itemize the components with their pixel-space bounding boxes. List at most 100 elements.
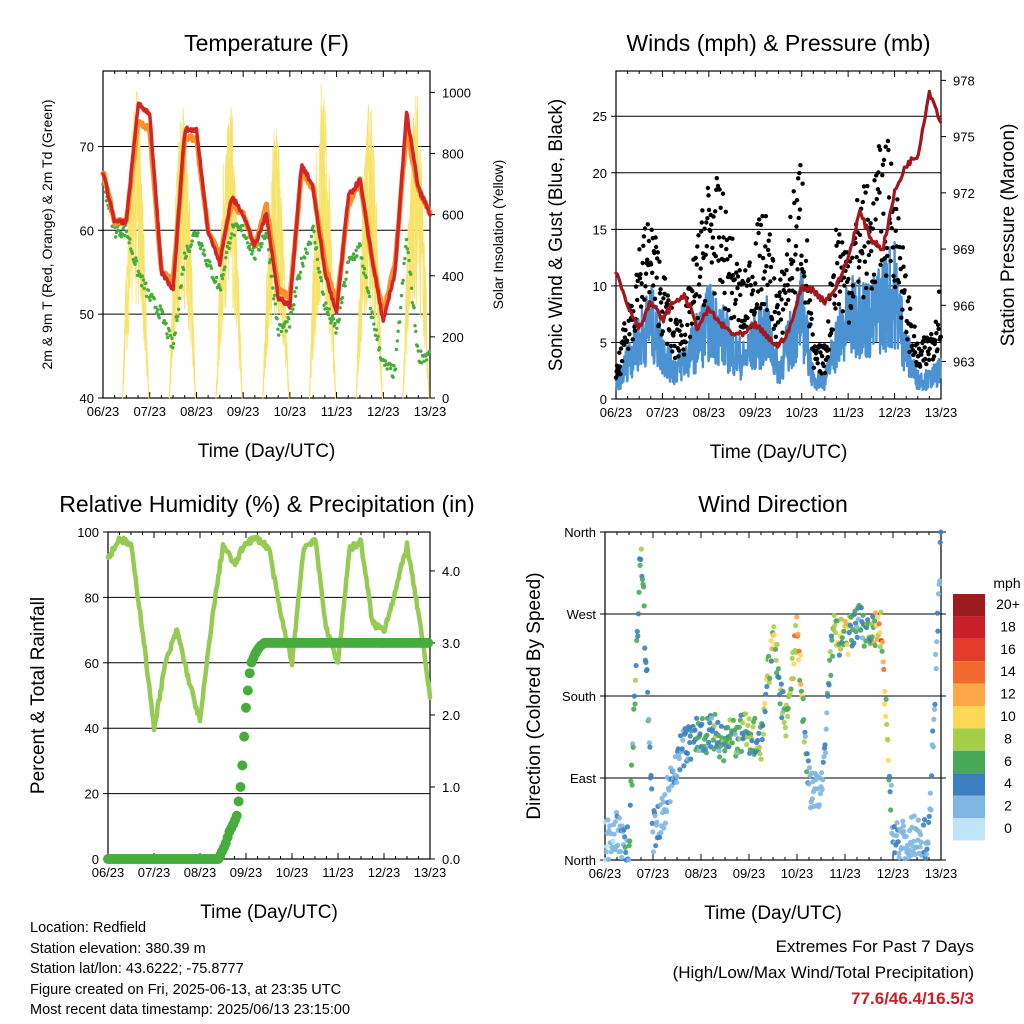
wind-direction-point	[650, 849, 657, 855]
wind-direction-point	[646, 716, 652, 723]
gust-point	[778, 277, 783, 282]
x-tick-label: 06/23	[92, 865, 125, 880]
gust-point	[720, 279, 725, 284]
wind-direction-point	[688, 756, 694, 762]
y2-axis-label: Solar Insolation (Yellow)	[490, 160, 506, 310]
wind-direction-point	[779, 715, 785, 721]
dewpoint-point	[245, 236, 249, 240]
dewpoint-point	[222, 268, 226, 272]
wind-direction-point	[670, 768, 676, 774]
dewpoint-point	[166, 335, 170, 340]
rh-precip-panel: 06/23 07/23 08/23 09/23 10/23 11/23 12/23 13/23…	[28, 491, 475, 923]
colorbar-label: 0	[1004, 820, 1012, 836]
wind-direction-point	[627, 802, 633, 808]
y-tick-label: South	[562, 689, 596, 704]
wind-direction-point	[635, 633, 641, 639]
wind-direction-point	[933, 666, 939, 672]
gust-point	[713, 209, 718, 214]
wind-direction-point	[782, 724, 788, 731]
gust-point	[676, 348, 682, 353]
x-tick-label: 11/23	[829, 866, 861, 881]
gust-point	[821, 363, 826, 369]
wind-direction-point	[774, 641, 780, 648]
wind-direction-point	[900, 818, 906, 825]
gust-point	[866, 252, 872, 258]
dewpoint-point	[128, 237, 132, 241]
gust-point	[701, 255, 706, 261]
gust-point	[780, 307, 786, 312]
gust-point	[643, 271, 649, 276]
gust-point	[668, 317, 673, 322]
dewpoint-point	[309, 234, 314, 239]
wind-direction-point	[659, 795, 665, 801]
y-tick-label: 60	[80, 223, 94, 238]
dewpoint-point	[175, 318, 179, 323]
gust-point	[714, 176, 719, 181]
gust-point	[780, 330, 785, 335]
wind-direction-point	[796, 648, 802, 654]
gust-point	[882, 256, 887, 261]
wind-direction-point	[859, 635, 866, 641]
colorbar-swatch	[953, 638, 985, 662]
wind-direction-point	[637, 562, 643, 568]
wind-direction-point	[772, 646, 779, 652]
dewpoint-point	[324, 301, 328, 305]
wind-direction-point	[877, 644, 883, 650]
dewpoint-point	[298, 270, 303, 274]
y-tick-label: 20	[85, 787, 99, 802]
wind-direction-point	[838, 646, 844, 652]
wind-direction-point	[610, 838, 616, 844]
gust-point	[768, 264, 774, 270]
gust-point	[762, 302, 767, 307]
colorbar-label: 6	[1004, 753, 1012, 769]
gust-point	[674, 317, 679, 322]
y-tick-label: North	[564, 525, 596, 540]
gust-point	[719, 243, 724, 248]
dewpoint-point	[422, 359, 426, 363]
wind-direction-point	[824, 710, 830, 716]
wind-direction-point	[712, 711, 718, 717]
dewpoint-point	[177, 296, 182, 300]
wind-direction-point	[632, 677, 639, 683]
wind-direction-point	[820, 759, 826, 765]
y-tick-label: East	[570, 771, 596, 786]
gust-point	[672, 355, 678, 361]
gust-point	[793, 243, 799, 249]
wind-direction-point	[641, 603, 647, 609]
wind-direction-point	[642, 645, 648, 651]
wind-direction-point	[760, 731, 767, 737]
x-tick-label: 13/23	[925, 866, 958, 881]
wind-direction-point	[681, 763, 687, 769]
x-tick-label: 11/23	[832, 405, 864, 420]
gust-point	[641, 234, 647, 239]
gust-point	[630, 337, 635, 342]
dewpoint-point	[288, 325, 292, 329]
extremes-panel: Extremes For Past 7 Days (High/Low/Max W…	[673, 934, 974, 1012]
x-axis-label: Time (Day/UTC)	[198, 441, 336, 462]
x-tick-label: 08/23	[685, 866, 718, 881]
gust-point	[786, 238, 791, 243]
gust-point	[926, 352, 931, 357]
gust-point	[773, 323, 778, 328]
gust-point	[835, 261, 840, 266]
dewpoint-point	[375, 337, 379, 342]
y2-tick-label: 966	[953, 298, 975, 313]
wind-direction-point	[653, 843, 659, 849]
gust-point	[734, 261, 740, 267]
dewpoint-point	[202, 248, 206, 252]
dewpoint-point	[140, 274, 145, 278]
gust-point	[723, 209, 728, 214]
solar-insolation-trace	[402, 136, 430, 399]
dewpoint-point	[180, 272, 184, 276]
dewpoint-point	[391, 375, 395, 379]
gust-point	[771, 326, 776, 331]
wind-direction-point	[696, 747, 702, 754]
wind-direction-point	[888, 782, 894, 788]
gust-point	[788, 214, 793, 220]
y-tick-label: 70	[80, 139, 94, 154]
gust-point	[674, 321, 679, 327]
wind-direction-point	[721, 758, 727, 764]
y2-tick-label: 972	[953, 186, 975, 201]
dewpoint-point	[104, 199, 109, 203]
dewpoint-point	[292, 303, 296, 307]
